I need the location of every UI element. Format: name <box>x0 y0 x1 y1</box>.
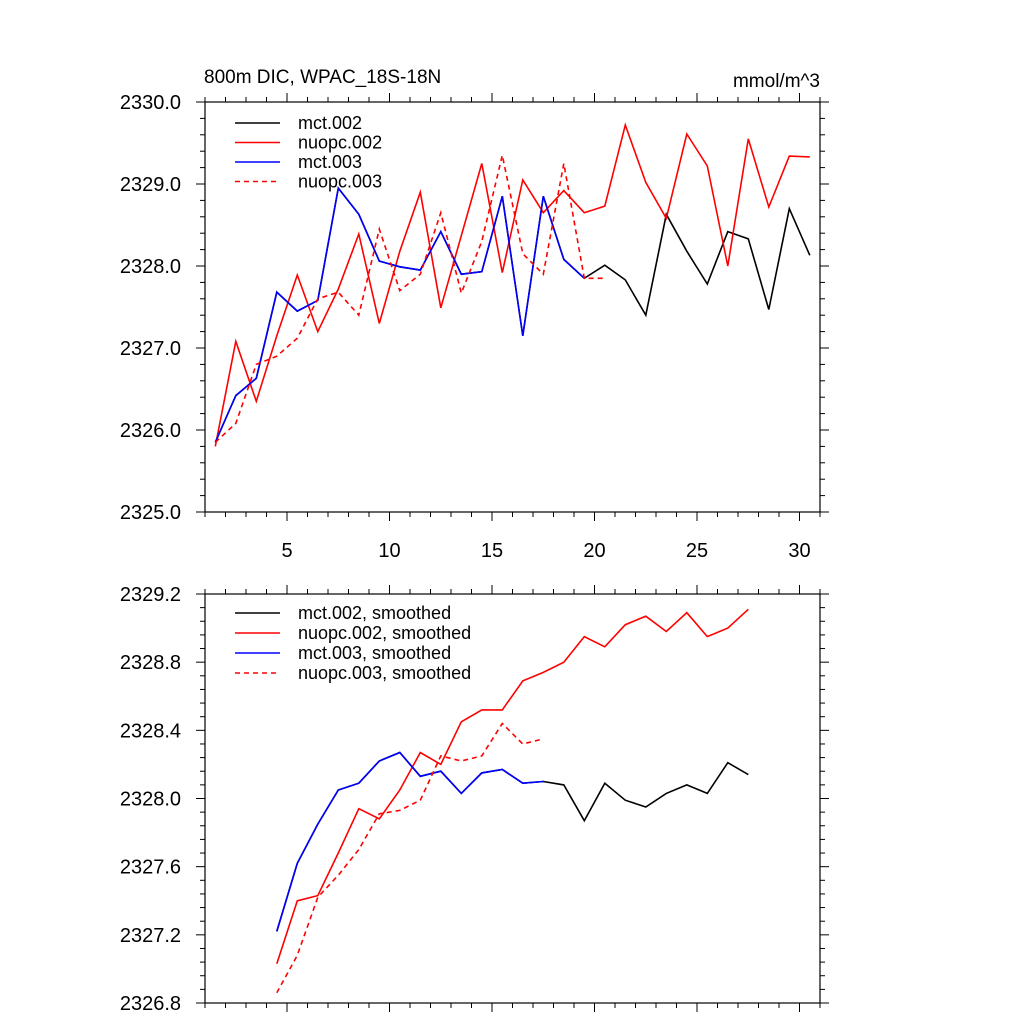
series-line-nuopc-002 <box>214 122 810 447</box>
legend-label: nuopc.002 <box>298 133 382 153</box>
y-tick-label: 2328.0 <box>120 256 181 278</box>
y-tick-label: 2327.2 <box>120 925 181 947</box>
legend-label: nuopc.003 <box>298 172 382 192</box>
legend-label: mct.003 <box>298 152 362 172</box>
series-lines <box>276 608 749 994</box>
y-tick-label: 2327.0 <box>120 338 181 360</box>
top-panel-title: 800m DIC, WPAC_18S-18N <box>204 67 441 88</box>
bottom-panel: 2326.8 2327.2 2327.6 2328.0 2328.4 2328.8 2329… <box>120 584 829 1015</box>
x-tick-label: 25 <box>686 540 708 562</box>
top-panel: 800m DIC, WPAC_18S-18N mmol/m^3 5 10 15 20 2… <box>120 67 829 562</box>
top-panel-units: mmol/m^3 <box>733 71 820 92</box>
series-line-nuopc-003 <box>214 155 605 443</box>
x-tick-label: 10 <box>378 540 400 562</box>
series-line-mct-003 <box>214 186 585 443</box>
x-axis-ticks: 5 10 15 20 25 30 <box>204 93 821 562</box>
legend-label: nuopc.002, smoothed <box>298 623 471 643</box>
x-tick-label: 15 <box>481 540 503 562</box>
y-tick-label: 2327.6 <box>120 857 181 879</box>
y-tick-label: 2326.0 <box>120 420 181 442</box>
series-line-mct-003-smoothed <box>276 751 544 932</box>
legend-label: mct.002 <box>298 113 362 133</box>
y-tick-label: 2328.8 <box>120 652 181 674</box>
y-axis-ticks: 2326.8 2327.2 2327.6 2328.0 2328.4 2328.8 2329… <box>120 584 829 1015</box>
legend-label: nuopc.003, smoothed <box>298 663 471 683</box>
legend-label: mct.002, smoothed <box>298 603 451 623</box>
y-tick-label: 2330.0 <box>120 92 181 114</box>
x-tick-label: 30 <box>788 540 810 562</box>
y-axis-ticks: 2325.0 2326.0 2327.0 2328.0 2329.0 2330.0 <box>120 92 829 524</box>
legend-label: mct.003, smoothed <box>298 643 451 663</box>
y-tick-label: 2329.0 <box>120 174 181 196</box>
series-lines <box>214 122 811 447</box>
x-tick-label: 5 <box>281 540 292 562</box>
series-line-nuopc-003-smoothed <box>276 722 544 994</box>
x-tick-label: 20 <box>583 540 605 562</box>
y-tick-label: 2326.8 <box>120 993 181 1015</box>
series-line-nuopc-002-smoothed <box>276 608 749 965</box>
y-tick-label: 2325.0 <box>120 502 181 524</box>
y-tick-label: 2329.2 <box>120 584 181 606</box>
bottom-plot-area: 2326.8 2327.2 2327.6 2328.0 2328.4 2328.8 2329… <box>120 584 829 1015</box>
y-tick-label: 2328.4 <box>120 720 181 742</box>
y-tick-label: 2328.0 <box>120 789 181 811</box>
x-axis-ticks <box>204 585 821 1012</box>
top-plot-area: 5 10 15 20 25 30 2325.0 2326.0 2327.0 2328.0 2329.… <box>120 92 829 562</box>
